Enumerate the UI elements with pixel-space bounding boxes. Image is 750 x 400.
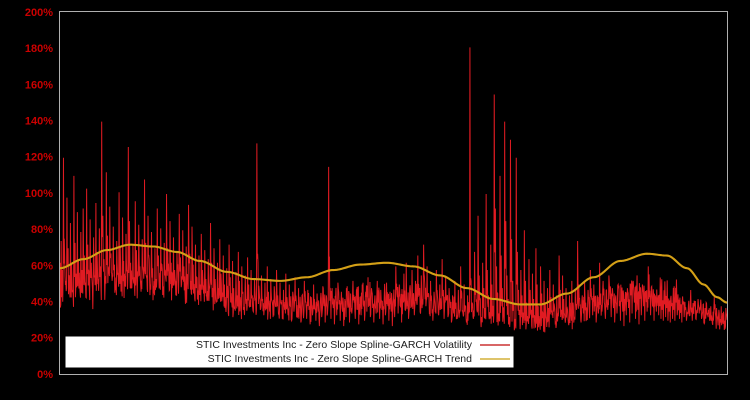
y-tick-label: 60% bbox=[31, 260, 53, 272]
trend-series-line bbox=[60, 243, 727, 306]
y-axis-tick-labels: 200% 180% 160% 140% 120% 100% 80% 60% 40% 20% 0% bbox=[25, 7, 53, 381]
y-tick-label: 140% bbox=[25, 116, 53, 128]
legend: STIC Investments Inc - Zero Slope Spline… bbox=[196, 339, 510, 365]
legend-label: STIC Investments Inc - Zero Slope Spline… bbox=[196, 339, 473, 351]
legend-label: STIC Investments Inc - Zero Slope Spline… bbox=[208, 353, 473, 365]
y-tick-label: 0% bbox=[37, 369, 53, 381]
volatility-series-line bbox=[60, 47, 727, 333]
y-tick-label: 100% bbox=[25, 188, 53, 200]
y-tick-label: 80% bbox=[31, 224, 53, 236]
y-tick-label: 40% bbox=[31, 297, 53, 309]
plot-frame bbox=[59, 11, 728, 375]
y-tick-label: 160% bbox=[25, 79, 53, 91]
y-tick-label: 20% bbox=[31, 333, 53, 345]
y-tick-label: 180% bbox=[25, 43, 53, 55]
y-tick-label: 120% bbox=[25, 152, 53, 164]
legend-box bbox=[65, 336, 514, 368]
y-tick-label: 200% bbox=[25, 7, 53, 19]
